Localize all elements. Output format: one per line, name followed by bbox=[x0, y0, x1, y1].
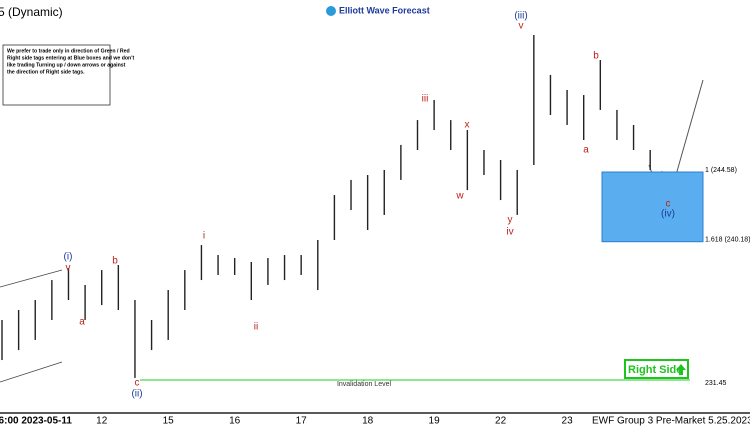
wave-label: a bbox=[583, 145, 589, 156]
chart-title: 5 (Dynamic) bbox=[0, 5, 63, 19]
brand: Elliott Wave Forecast bbox=[339, 5, 430, 15]
x-tick-label: 19 bbox=[429, 416, 441, 427]
wave-label: x bbox=[465, 120, 470, 131]
x-tick-label: 16 bbox=[229, 416, 241, 427]
wave-label: a bbox=[79, 317, 85, 328]
right-side-badge bbox=[624, 359, 689, 379]
wave-label: b bbox=[593, 51, 599, 62]
wave-label: c bbox=[135, 378, 140, 389]
wave-label: iv bbox=[506, 227, 513, 238]
wave-label: w bbox=[455, 191, 464, 202]
wave-label: v bbox=[519, 21, 524, 32]
wave-label: iii bbox=[422, 94, 429, 105]
x-tick-label: 17 bbox=[296, 416, 308, 427]
x-tick-label: 6:00 2023-05-11 bbox=[0, 416, 72, 427]
wave-label: y bbox=[508, 215, 513, 226]
wave-label: (iii) bbox=[514, 11, 527, 22]
wave-label: (ii) bbox=[131, 389, 142, 400]
brand-logo bbox=[326, 6, 336, 16]
note-line: Right side tags entering at Blue boxes a… bbox=[7, 55, 134, 61]
wave-label: v bbox=[66, 263, 71, 274]
level-label: 1.618 (240.18) bbox=[705, 237, 750, 244]
wave-label: c bbox=[666, 199, 671, 210]
note-box bbox=[2, 44, 111, 106]
level-label: 231.45 bbox=[705, 380, 727, 387]
x-tick-label: 22 bbox=[495, 416, 507, 427]
x-tick-label: 18 bbox=[362, 416, 374, 427]
wave-label: i bbox=[203, 231, 205, 242]
wave-label: (i) bbox=[64, 252, 73, 263]
note-line: We prefer to trade only in direction of … bbox=[7, 48, 130, 54]
right-side-label: Right Side bbox=[628, 364, 682, 376]
footer: EWF Group 3 Pre-Market 5.25.2023 12 bbox=[592, 416, 750, 427]
note-line: the direction of Right side tags. bbox=[7, 69, 85, 75]
level-label: 1 (244.58) bbox=[705, 167, 737, 174]
channel-line bbox=[0, 269, 63, 288]
wave-label: ii bbox=[254, 322, 258, 333]
x-tick-label: 12 bbox=[96, 416, 108, 427]
x-tick-label: 15 bbox=[163, 416, 175, 427]
wave-label: b bbox=[112, 256, 118, 267]
wave-label: (iv) bbox=[661, 209, 675, 220]
note: We prefer to trade only in direction of … bbox=[7, 48, 134, 75]
right-side-arrow bbox=[676, 364, 686, 375]
invalidation-label: Invalidation Level bbox=[337, 381, 392, 388]
note-line: like trading Turning up / down arrows or… bbox=[7, 62, 126, 68]
channel-line bbox=[0, 361, 63, 383]
target-box bbox=[601, 171, 704, 243]
x-tick-label: 23 bbox=[562, 416, 574, 427]
